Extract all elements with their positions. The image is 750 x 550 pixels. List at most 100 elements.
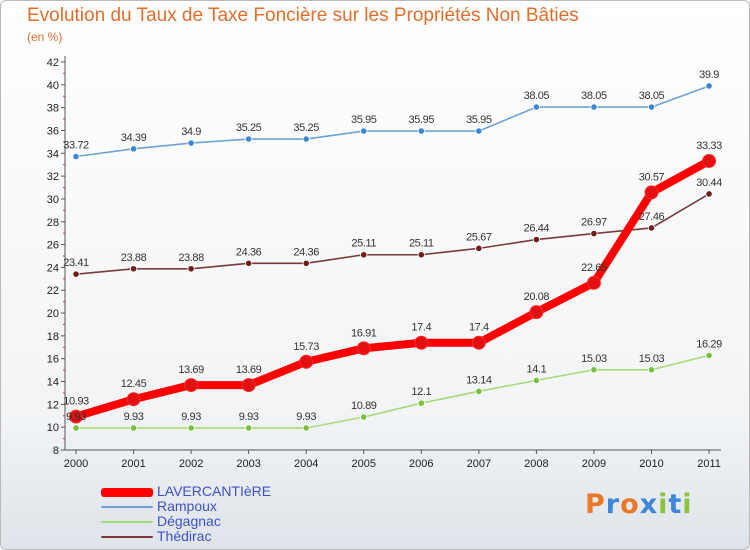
data-point <box>705 82 713 90</box>
data-point <box>187 139 195 147</box>
x-tick-label: 2004 <box>294 458 318 470</box>
logo-letter: P <box>585 489 606 520</box>
data-label: 14.1 <box>526 363 546 375</box>
data-label: 16.91 <box>351 327 377 339</box>
data-point <box>532 235 541 244</box>
data-point <box>705 351 713 359</box>
data-point <box>705 190 713 198</box>
series-layer <box>69 82 717 432</box>
data-label: 15.03 <box>639 353 665 365</box>
y-tick-label: 14 <box>47 377 59 389</box>
data-point <box>356 341 371 356</box>
data-label: 30.44 <box>696 177 722 189</box>
series-line <box>75 193 710 275</box>
data-label: 39.9 <box>699 69 719 81</box>
x-tick-label: 2007 <box>467 458 491 470</box>
legend-label: LAVERCANTIèRE <box>157 483 272 499</box>
data-point <box>590 103 598 111</box>
data-label: 13.14 <box>466 374 492 386</box>
data-point <box>414 335 429 350</box>
series-line <box>75 85 710 158</box>
x-tick-label: 2006 <box>409 458 433 470</box>
data-label: 13.69 <box>236 364 262 376</box>
series-line <box>72 156 714 421</box>
y-tick-label: 32 <box>47 171 59 183</box>
data-label: 25.67 <box>466 231 492 243</box>
y-tick-label: 42 <box>47 57 59 69</box>
data-label: 26.44 <box>524 223 550 235</box>
data-point <box>702 153 717 168</box>
y-tick-label: 36 <box>47 125 59 137</box>
logo-letter: i <box>682 489 693 520</box>
data-label: 10.93 <box>63 396 89 408</box>
series-line <box>75 354 710 429</box>
data-label: 25.11 <box>351 238 376 250</box>
y-tick-label: 30 <box>47 194 59 206</box>
y-tick-label: 16 <box>47 354 59 366</box>
data-label: 35.95 <box>351 114 377 126</box>
data-point <box>647 103 656 111</box>
data-label: 20.08 <box>524 291 550 303</box>
series-3 <box>72 190 713 278</box>
data-point <box>245 135 253 143</box>
data-point <box>129 265 138 273</box>
data-label: 38.05 <box>639 90 665 102</box>
data-point <box>245 259 253 267</box>
data-point <box>187 265 195 273</box>
logo-letter: r <box>605 489 621 520</box>
data-point <box>184 378 199 393</box>
chart-unit: (en %) <box>27 30 63 44</box>
data-label: 35.25 <box>236 122 262 134</box>
legend-label: Thédirac <box>157 528 212 544</box>
data-point <box>417 399 425 407</box>
data-point <box>129 424 138 432</box>
data-point <box>417 127 425 135</box>
y-tick-label: 22 <box>47 285 59 297</box>
data-label: 12.45 <box>121 378 147 390</box>
y-tick-label: 12 <box>47 399 59 411</box>
chart-title: Evolution du Taux de Taxe Foncière sur l… <box>27 5 579 26</box>
x-tick-label: 2011 <box>697 458 721 470</box>
data-label: 34.39 <box>121 132 147 144</box>
series-0 <box>69 153 717 424</box>
x-tick-label: 2001 <box>121 458 145 470</box>
x-tick-label: 2000 <box>64 458 88 470</box>
data-point <box>590 366 598 374</box>
data-point <box>644 185 659 200</box>
data-label: 35.95 <box>466 114 492 126</box>
data-label: 16.29 <box>696 338 722 350</box>
data-point <box>126 392 141 407</box>
data-label: 9.93 <box>66 411 86 423</box>
value-labels: 33.72 34.39 34.9 35.25 35.25 35.95 35.95 35.95 3… <box>63 69 722 423</box>
data-point <box>360 413 368 421</box>
data-label: 26.97 <box>581 217 607 229</box>
data-point <box>241 378 256 393</box>
data-label: 9.93 <box>239 411 259 423</box>
data-label: 23.41 <box>63 257 89 269</box>
data-label: 24.36 <box>293 246 319 258</box>
data-label: 9.93 <box>124 411 144 423</box>
data-point <box>586 275 601 290</box>
data-point <box>360 251 368 259</box>
data-label: 33.72 <box>63 139 89 151</box>
data-point <box>245 424 253 432</box>
y-tick-label: 40 <box>47 80 59 92</box>
y-tick-label: 10 <box>47 422 59 434</box>
legend-swatch <box>101 506 153 508</box>
data-point <box>69 409 83 424</box>
y-tick-label: 26 <box>47 240 59 252</box>
y-tick-label: 18 <box>47 331 59 343</box>
data-label: 35.25 <box>293 122 319 134</box>
legend-swatch <box>101 487 153 497</box>
series-1 <box>72 82 713 161</box>
x-tick-label: 2009 <box>582 458 606 470</box>
data-label: 9.93 <box>296 411 316 423</box>
legend-label: Rampoux <box>157 498 217 514</box>
y-tick-label: 20 <box>47 308 59 320</box>
data-label: 12.1 <box>411 386 431 398</box>
x-tick-label: 2002 <box>179 458 203 470</box>
data-label: 15.03 <box>581 353 607 365</box>
data-label: 17.4 <box>469 322 489 334</box>
data-point <box>532 103 541 111</box>
